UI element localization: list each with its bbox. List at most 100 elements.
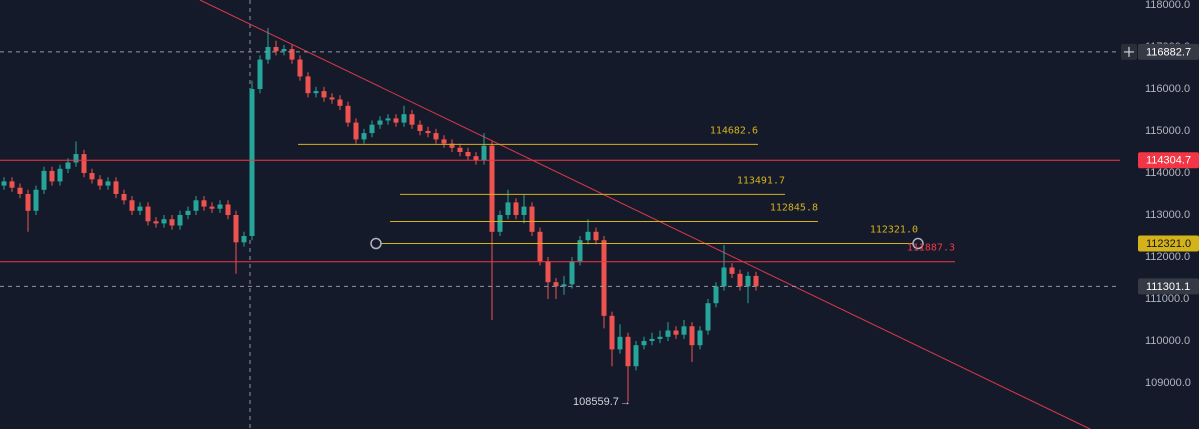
y-tick-label: 114000.0: [1145, 167, 1190, 179]
candle-body: [697, 330, 703, 346]
candle-body: [73, 154, 79, 163]
candle-body: [417, 124, 423, 132]
candle-body: [681, 326, 687, 335]
level-handle: [912, 237, 924, 250]
price-badge-label: 116882.7: [1146, 46, 1191, 58]
level-handle: [370, 237, 382, 250]
candle-body: [553, 282, 559, 287]
candle-body: [425, 131, 431, 134]
candle-body: [89, 173, 95, 180]
candle-body: [401, 114, 407, 123]
candle-body: [649, 338, 655, 342]
candle-body: [593, 231, 599, 241]
candle-body: [633, 345, 639, 367]
candle-body: [17, 187, 23, 195]
candle-body: [321, 91, 327, 98]
trend-line[interactable]: [199, 0, 1091, 429]
candle-body: [737, 273, 743, 287]
candle-body: [441, 139, 447, 144]
candle-body: [209, 206, 215, 209]
y-tick-label: 115000.0: [1145, 125, 1190, 137]
candle-body: [377, 120, 383, 125]
candle-body: [689, 326, 695, 346]
y-tick-label: 109000.0: [1145, 377, 1191, 389]
candle-body: [617, 336, 623, 350]
candle-body: [249, 89, 255, 237]
price-badge-label: 114304.7: [1146, 155, 1191, 167]
candle-body: [577, 240, 583, 262]
plot: 109000.0 110000.0 111000.0 112000.0 113000.0…: [0, 0, 1199, 402]
candle-body: [529, 206, 535, 232]
candle-body: [49, 170, 55, 182]
candle-body: [81, 154, 87, 174]
candle-body: [153, 221, 159, 224]
candle-body: [201, 200, 207, 207]
candle-body: [217, 204, 223, 209]
candle-body: [657, 336, 663, 339]
candle-body: [257, 59, 263, 90]
price-badge: [1138, 152, 1199, 169]
price-badge: [1138, 235, 1199, 252]
candle-body: [265, 46, 271, 60]
candle-body: [281, 49, 287, 52]
candle-body: [465, 152, 471, 157]
candle-body: [521, 206, 527, 216]
candle-body: [273, 46, 279, 52]
candle-body: [169, 219, 175, 226]
y-tick-label: 112000.0: [1145, 251, 1190, 263]
candle-body: [537, 231, 543, 262]
candle-body: [145, 206, 151, 222]
level-label: 112321.0: [870, 225, 918, 236]
candle-body: [497, 215, 503, 232]
candle-body: [137, 206, 143, 211]
candle-body: [9, 181, 15, 188]
y-tick-label: 111000.0: [1145, 293, 1189, 305]
candle-body: [745, 275, 751, 287]
candle-body: [489, 145, 495, 232]
candle-body: [97, 179, 103, 186]
level-label: 112845.8: [770, 202, 818, 213]
candle-body: [481, 145, 487, 161]
candle-body: [161, 219, 167, 224]
candle-body: [1, 181, 7, 186]
candle-body: [409, 114, 415, 125]
candle-body: [345, 105, 351, 123]
candle-body: [601, 240, 607, 316]
candle-body: [57, 168, 63, 182]
price-badge: [1138, 278, 1199, 295]
candle-body: [129, 200, 135, 211]
candle-body: [305, 76, 311, 94]
candle-body: [113, 181, 119, 195]
candle-body: [641, 341, 647, 346]
candle-body: [673, 330, 679, 335]
y-tick-label: 116000.0: [1145, 83, 1190, 95]
low-arrow: →: [620, 396, 631, 408]
candle-body: [225, 204, 231, 216]
level-label: 111887.3: [907, 243, 955, 254]
candle-body: [713, 286, 719, 304]
candle-body: [329, 97, 335, 100]
candle-body: [609, 315, 615, 350]
candle-body: [513, 202, 519, 216]
candle-body: [561, 284, 567, 287]
candle-body: [721, 267, 727, 287]
candle-body: [233, 215, 239, 243]
candle-body: [545, 261, 551, 283]
candle-body: [449, 143, 455, 148]
candle-body: [177, 215, 183, 226]
level-label: 114682.6: [710, 125, 758, 136]
candle-body: [729, 267, 735, 274]
candle-body: [313, 91, 319, 94]
candle-body: [393, 118, 399, 123]
plus-icon: [1124, 46, 1134, 57]
candle-body: [105, 181, 111, 186]
candle-body: [753, 275, 759, 287]
low-label: 108559.7: [573, 396, 619, 408]
level-label: 113491.7: [737, 175, 785, 186]
candle-body: [297, 59, 303, 77]
y-tick-label: 110000.0: [1145, 335, 1190, 347]
candle-body: [457, 147, 463, 153]
candle-body: [585, 231, 591, 241]
